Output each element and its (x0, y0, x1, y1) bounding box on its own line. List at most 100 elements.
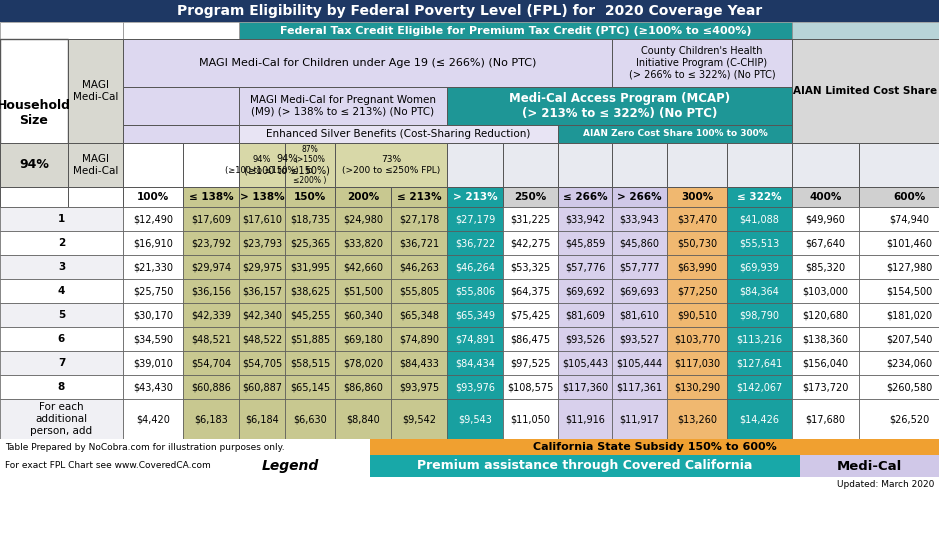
Bar (285, 279, 335, 303)
Bar (123, 207, 183, 231)
Bar (285, 143, 335, 187)
Bar (792, 22, 939, 39)
Text: $53,325: $53,325 (511, 262, 550, 272)
Bar (0, 303, 123, 327)
Bar (0, 0, 939, 22)
Text: AIAN Zero Cost Share 100% to 300%: AIAN Zero Cost Share 100% to 300% (582, 129, 767, 139)
Text: Updated: March 2020: Updated: March 2020 (837, 480, 934, 489)
Text: $69,180: $69,180 (343, 334, 383, 344)
Bar (447, 327, 503, 351)
Bar (792, 207, 859, 231)
Text: $57,777: $57,777 (619, 262, 660, 272)
Text: $21,330: $21,330 (133, 262, 173, 272)
Bar (612, 187, 667, 207)
Bar (183, 351, 239, 375)
Bar (335, 231, 391, 255)
Bar (239, 303, 285, 327)
Bar (447, 87, 792, 125)
Bar (792, 327, 859, 351)
Bar (792, 255, 859, 279)
Text: $46,264: $46,264 (455, 262, 495, 272)
Text: > 266%: > 266% (617, 192, 662, 202)
Bar (792, 351, 859, 375)
Bar (68, 187, 123, 207)
Text: $50,730: $50,730 (677, 238, 717, 248)
Bar (183, 207, 239, 231)
Bar (239, 399, 285, 439)
Text: ≤ 138%: ≤ 138% (189, 192, 233, 202)
Text: $27,178: $27,178 (399, 214, 439, 224)
Bar (335, 327, 391, 351)
Bar (447, 207, 503, 231)
Bar (667, 375, 727, 399)
Bar (335, 303, 391, 327)
Bar (123, 279, 183, 303)
Bar (859, 207, 939, 231)
Bar (123, 327, 183, 351)
Bar (285, 187, 335, 207)
Bar (859, 327, 939, 351)
Bar (183, 303, 239, 327)
Bar (859, 187, 939, 207)
Bar (285, 351, 335, 375)
Text: $93,976: $93,976 (455, 382, 495, 392)
Bar (792, 375, 859, 399)
Bar (391, 187, 447, 207)
Text: $74,891: $74,891 (455, 334, 495, 344)
Bar (727, 187, 792, 207)
Bar (800, 455, 939, 477)
Bar (612, 351, 667, 375)
Text: $45,255: $45,255 (290, 310, 331, 320)
Text: MAGI
Medi-Cal: MAGI Medi-Cal (73, 154, 118, 176)
Text: 94%
(≥100 to ≤150%): 94% (≥100 to ≤150%) (244, 154, 330, 176)
Text: $51,500: $51,500 (343, 286, 383, 296)
Bar (727, 303, 792, 327)
Text: $55,806: $55,806 (454, 286, 495, 296)
Text: 600%: 600% (893, 192, 925, 202)
Text: $27,179: $27,179 (454, 214, 495, 224)
Bar (859, 143, 939, 187)
Bar (727, 231, 792, 255)
Text: $97,525: $97,525 (510, 358, 550, 368)
Text: $86,475: $86,475 (511, 334, 550, 344)
Bar (0, 207, 123, 231)
Bar (503, 231, 558, 255)
Bar (0, 455, 939, 477)
Bar (792, 303, 859, 327)
Bar (123, 399, 183, 439)
Text: $42,340: $42,340 (242, 310, 282, 320)
Text: $55,805: $55,805 (399, 286, 439, 296)
Bar (370, 439, 939, 455)
Text: $98,790: $98,790 (740, 310, 779, 320)
Text: $17,610: $17,610 (242, 214, 282, 224)
Bar (335, 207, 391, 231)
Text: Legend: Legend (261, 459, 318, 473)
Text: $33,820: $33,820 (343, 238, 383, 248)
Text: $31,995: $31,995 (290, 262, 330, 272)
Text: $36,721: $36,721 (399, 238, 439, 248)
Bar (391, 399, 447, 439)
Bar (239, 125, 558, 143)
Text: $8,840: $8,840 (346, 414, 380, 424)
Bar (558, 279, 612, 303)
Text: $25,365: $25,365 (290, 238, 331, 248)
Bar (68, 39, 123, 143)
Bar (612, 327, 667, 351)
Text: $54,705: $54,705 (242, 358, 282, 368)
Text: $93,527: $93,527 (620, 334, 659, 344)
Bar (123, 303, 183, 327)
Bar (612, 143, 667, 187)
Bar (667, 255, 727, 279)
Bar (335, 375, 391, 399)
Bar (239, 279, 285, 303)
Bar (183, 255, 239, 279)
Text: MAGI Medi-Cal for Pregnant Women
(M9) (> 138% to ≤ 213%) (No PTC): MAGI Medi-Cal for Pregnant Women (M9) (>… (250, 95, 436, 117)
Bar (859, 303, 939, 327)
Bar (183, 143, 239, 187)
Text: $101,460: $101,460 (886, 238, 932, 248)
Bar (123, 351, 183, 375)
Bar (667, 399, 727, 439)
Text: Table Prepared by NoCobra.com for illustration purposes only.: Table Prepared by NoCobra.com for illust… (5, 442, 285, 452)
Bar (123, 22, 239, 39)
Text: $63,990: $63,990 (677, 262, 717, 272)
